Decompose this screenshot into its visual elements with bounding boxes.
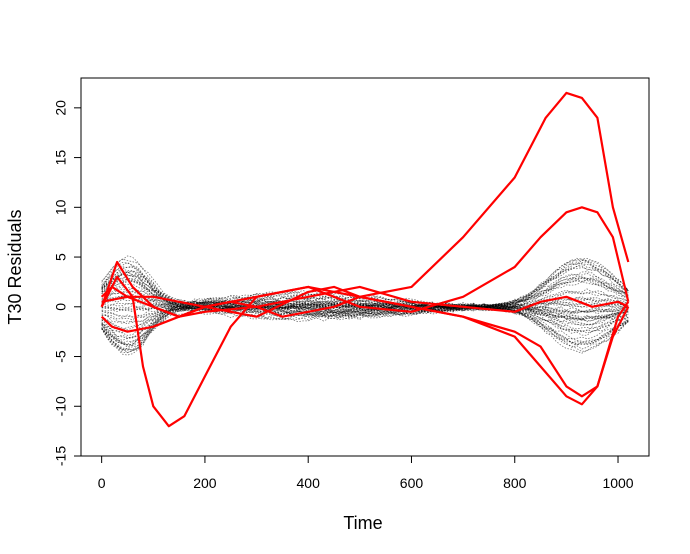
background-series-line [101, 272, 629, 321]
background-series-line [101, 274, 629, 312]
x-tick-label: 200 [193, 475, 217, 491]
x-tick-label: 0 [98, 475, 106, 491]
background-series-line [101, 270, 629, 317]
background-series-line [101, 293, 629, 354]
highlighted-series-group [100, 91, 630, 428]
x-tick-label: 1000 [602, 475, 633, 491]
y-tick-label: 20 [53, 100, 69, 116]
y-tick-label: -5 [53, 350, 69, 363]
background-series-line [101, 277, 629, 339]
y-tick-label: 15 [53, 150, 69, 166]
y-tick-label: 5 [53, 253, 69, 261]
plot-frame [80, 77, 650, 457]
y-tick-label: -10 [53, 396, 69, 416]
background-series-line [101, 293, 629, 313]
y-tick-label: 10 [53, 199, 69, 215]
background-series-line [101, 280, 629, 330]
y-tick-label: -15 [53, 446, 69, 466]
background-series-line [101, 266, 629, 346]
background-series-line [101, 291, 629, 340]
y-axis: -15 -10 -5 0 5 10 15 20 [53, 100, 82, 466]
x-axis: 0 200 400 600 800 1000 [98, 455, 634, 491]
highlighted-series-line [100, 295, 630, 398]
highlighted-series-line [100, 285, 630, 406]
x-tick-label: 400 [297, 475, 321, 491]
background-series-line [101, 301, 629, 356]
background-series-line [101, 261, 629, 347]
y-axis-title: T30 Residuals [5, 209, 25, 324]
background-series-line [101, 263, 629, 313]
y-tick-label: 0 [53, 303, 69, 311]
x-tick-label: 800 [503, 475, 527, 491]
background-series-line [101, 298, 629, 345]
background-series-line [101, 271, 629, 322]
background-series-group [101, 255, 629, 356]
x-axis-title: Time [343, 513, 382, 533]
highlighted-series-line [101, 285, 629, 318]
x-tick-label: 600 [400, 475, 424, 491]
